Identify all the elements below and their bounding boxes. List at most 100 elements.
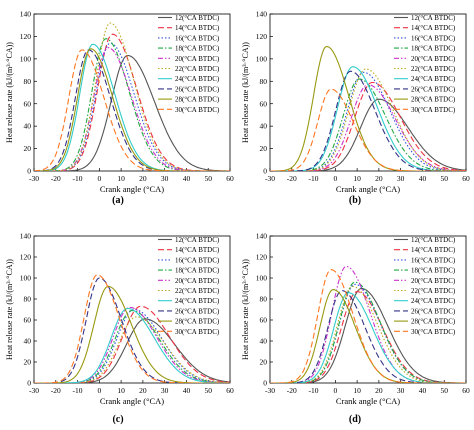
y-axis-label: Heat release rate (kJ/(m³·°CA))	[5, 259, 14, 360]
series-line-10	[34, 49, 230, 171]
y-axis-label: Heat release rate (kJ/(m³·°CA))	[5, 42, 14, 143]
x-tick-label: 50	[440, 386, 448, 395]
panel-label: (d)	[349, 414, 361, 425]
legend-label: 28(°CA BTDC)	[411, 318, 456, 326]
y-tick-label: 80	[260, 295, 268, 304]
legend-label: 18(°CA BTDC)	[411, 267, 456, 275]
y-axis-label: Heat release rate (kJ/(m³·°CA))	[241, 259, 250, 360]
series-line-8	[270, 290, 466, 383]
series-line-1	[34, 54, 230, 171]
legend-label: 20(°CA BTDC)	[411, 55, 456, 63]
x-tick-label: 0	[333, 386, 337, 395]
x-tick-label: -30	[265, 386, 275, 395]
legend-label: 14(°CA BTDC)	[175, 24, 220, 32]
legend-label: 12(°CA BTDC)	[175, 236, 220, 244]
series-line-8	[34, 49, 230, 171]
legend-label: 28(°CA BTDC)	[175, 318, 220, 326]
series-line-10	[270, 269, 466, 383]
legend-label: 24(°CA BTDC)	[411, 297, 456, 305]
series-line-2	[270, 291, 466, 383]
x-tick-label: -30	[29, 386, 39, 395]
legend-label: 24(°CA BTDC)	[411, 75, 456, 83]
series-line-7	[34, 307, 230, 383]
y-tick-label: 60	[24, 99, 32, 108]
y-tick-label: 120	[256, 32, 268, 41]
legend-label: 28(°CA BTDC)	[411, 96, 456, 104]
y-tick-label: 140	[256, 10, 268, 19]
legend-label: 22(°CA BTDC)	[411, 65, 456, 73]
y-tick-label: 40	[24, 337, 32, 346]
series-line-1	[270, 98, 466, 171]
y-tick-label: 100	[256, 274, 268, 283]
x-tick-label: 10	[117, 386, 125, 395]
legend-label: 30(°CA BTDC)	[175, 328, 220, 336]
x-tick-label: -20	[287, 174, 297, 183]
x-tick-label: 60	[226, 174, 234, 183]
x-axis-label: Crank angle (°CA)	[100, 184, 164, 194]
series-line-6	[34, 316, 230, 383]
y-tick-label: 60	[24, 316, 32, 325]
x-axis-label: Crank angle (°CA)	[100, 396, 164, 406]
x-tick-label: 30	[161, 174, 169, 183]
y-tick-label: 20	[260, 358, 268, 367]
y-tick-label: 0	[263, 167, 267, 176]
plot-frame	[33, 13, 231, 172]
y-tick-label: 80	[260, 77, 268, 86]
x-tick-label: -20	[51, 174, 61, 183]
legend-label: 22(°CA BTDC)	[175, 287, 220, 295]
legend-label: 20(°CA BTDC)	[175, 55, 220, 63]
x-tick-label: 20	[375, 174, 383, 183]
x-tick-label: 0	[97, 174, 101, 183]
x-tick-label: 60	[226, 386, 234, 395]
series-line-4	[34, 310, 230, 383]
x-tick-label: 60	[462, 386, 470, 395]
legend-label: 16(°CA BTDC)	[175, 256, 220, 264]
legend-label: 12(°CA BTDC)	[411, 236, 456, 244]
y-tick-label: 120	[20, 32, 32, 41]
series-line-2	[34, 305, 230, 383]
legend-label: 26(°CA BTDC)	[175, 85, 220, 93]
y-tick-label: 20	[260, 144, 268, 153]
y-tick-label: 60	[260, 316, 268, 325]
x-tick-label: 10	[117, 174, 125, 183]
x-tick-label: 40	[419, 174, 427, 183]
x-tick-label: -30	[29, 174, 39, 183]
legend-label: 12(°CA BTDC)	[411, 14, 456, 22]
legend-label: 18(°CA BTDC)	[411, 45, 456, 53]
y-tick-label: 0	[27, 167, 31, 176]
x-tick-label: 60	[462, 174, 470, 183]
y-tick-label: 140	[256, 232, 268, 241]
series-line-9	[34, 48, 230, 171]
series-line-9	[270, 289, 466, 383]
plot-frame	[269, 235, 467, 384]
x-tick-label: -10	[73, 386, 83, 395]
series-line-10	[270, 88, 466, 171]
plot-frame	[269, 13, 467, 172]
x-tick-label: -10	[309, 174, 319, 183]
y-axis-label: Heat release rate (kJ/(m³·°CA))	[241, 42, 250, 143]
x-tick-label: -10	[309, 386, 319, 395]
legend-label: 24(°CA BTDC)	[175, 75, 220, 83]
x-tick-label: 10	[353, 174, 361, 183]
legend-label: 12(°CA BTDC)	[175, 14, 220, 22]
panel-label: (b)	[349, 195, 361, 206]
x-tick-label: -10	[73, 174, 83, 183]
legend-label: 14(°CA BTDC)	[411, 246, 456, 254]
panel-label: (c)	[112, 414, 123, 425]
x-tick-label: 40	[183, 386, 191, 395]
legend-label: 30(°CA BTDC)	[175, 106, 220, 114]
x-tick-label: 0	[333, 174, 337, 183]
legend-label: 30(°CA BTDC)	[411, 328, 456, 336]
series-group	[270, 45, 466, 171]
y-tick-label: 0	[263, 379, 267, 388]
panel-a: -30 -20 -10 0 10 20 30 40 50 60 0 20 40 60 80 100 120 140…	[5, 10, 234, 206]
x-tick-label: -20	[51, 386, 61, 395]
legend-label: 22(°CA BTDC)	[411, 287, 456, 295]
x-tick-label: -30	[265, 174, 275, 183]
legend-label: 26(°CA BTDC)	[175, 307, 220, 315]
y-tick-label: 140	[20, 232, 32, 241]
legend-label: 16(°CA BTDC)	[411, 34, 456, 42]
legend-label: 20(°CA BTDC)	[411, 277, 456, 285]
legend-label: 16(°CA BTDC)	[411, 256, 456, 264]
y-tick-label: 80	[24, 77, 32, 86]
